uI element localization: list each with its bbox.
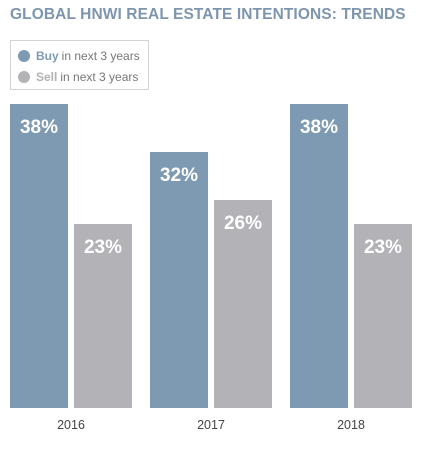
- chart-title: GLOBAL HNWI REAL ESTATE INTENTIONS: TREN…: [10, 6, 406, 23]
- bar-label-buy-2016: 38%: [20, 117, 58, 138]
- bar-label-sell-2016: 23%: [84, 237, 122, 258]
- bar-buy-2018: [290, 104, 348, 408]
- bar-label-buy-2017: 32%: [160, 165, 198, 186]
- legend-item-sell: Sell in next 3 years: [18, 69, 138, 85]
- legend: Buy in next 3 years Sell in next 3 years: [10, 40, 149, 90]
- legend-swatch-sell: [18, 71, 30, 83]
- legend-swatch-buy: [18, 50, 30, 62]
- bar-label-sell-2018: 23%: [364, 237, 402, 258]
- x-tick-label-2018: 2018: [337, 418, 365, 432]
- bar-buy-2016: [10, 104, 68, 408]
- legend-label-buy: Buy: [36, 49, 59, 63]
- bar-buy-2017: [150, 152, 208, 408]
- bar-sell-2017: [214, 200, 272, 408]
- legend-suffix-sell: in next 3 years: [60, 70, 139, 84]
- legend-label-sell: Sell: [36, 70, 58, 84]
- bar-label-buy-2018: 38%: [300, 117, 338, 138]
- bar-group-2016: 38% 23%: [10, 104, 132, 408]
- legend-item-buy: Buy in next 3 years: [18, 48, 140, 64]
- bar-group-2017: 32% 26%: [150, 152, 272, 408]
- legend-suffix-buy: in next 3 years: [61, 49, 140, 63]
- bar-sell-2016: [74, 224, 132, 408]
- bar-sell-2018: [354, 224, 412, 408]
- bar-group-2018: 38% 23%: [290, 104, 412, 408]
- x-tick-label-2016: 2016: [57, 418, 85, 432]
- x-tick-label-2017: 2017: [197, 418, 225, 432]
- bar-label-sell-2017: 26%: [224, 213, 262, 234]
